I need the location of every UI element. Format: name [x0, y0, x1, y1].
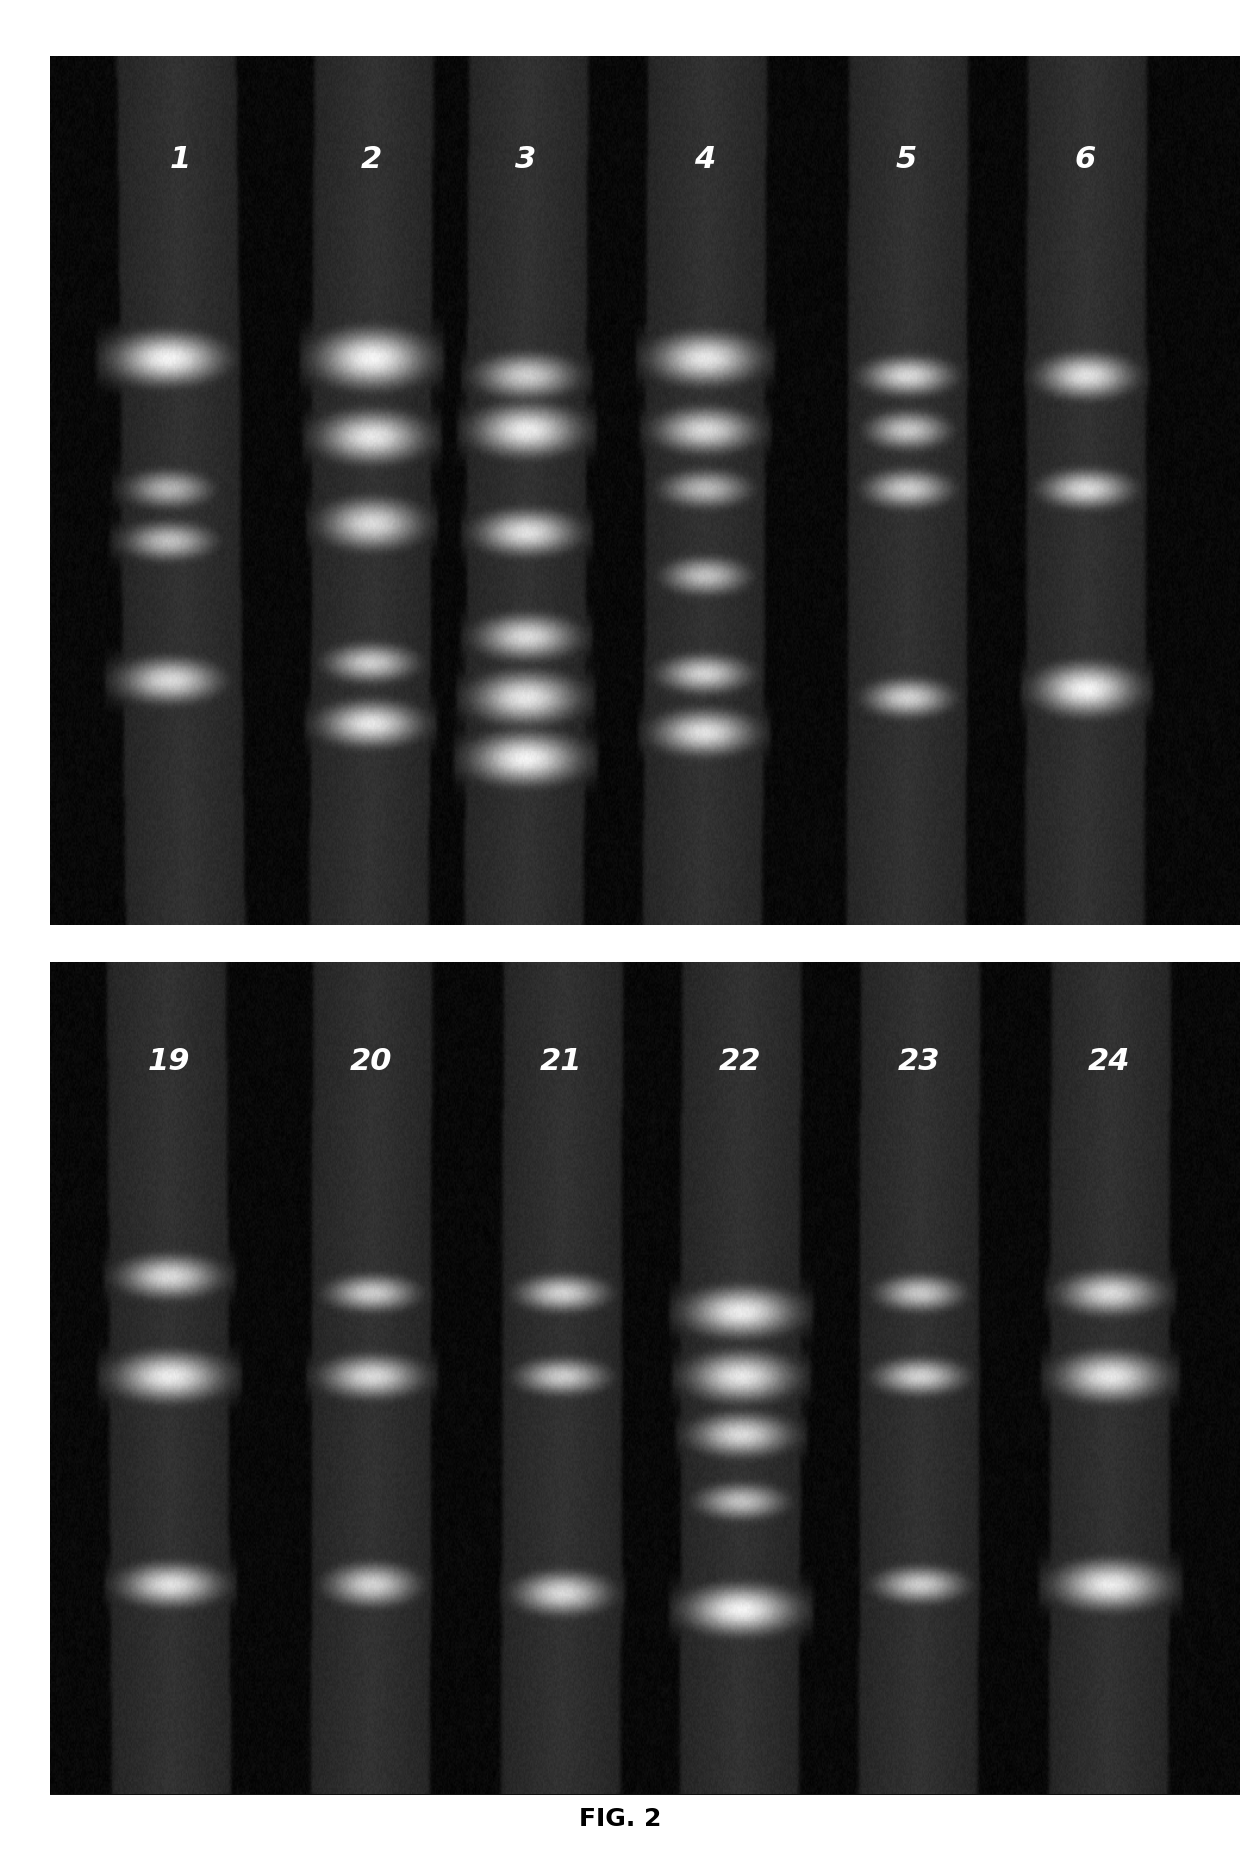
Text: 19: 19	[148, 1047, 190, 1077]
Text: 22: 22	[719, 1047, 761, 1077]
Text: 4: 4	[693, 146, 715, 174]
Text: 20: 20	[350, 1047, 392, 1077]
Text: 21: 21	[541, 1047, 583, 1077]
Text: 5: 5	[897, 146, 918, 174]
Text: 3: 3	[515, 146, 537, 174]
Text: 23: 23	[898, 1047, 940, 1077]
Text: 6: 6	[1075, 146, 1096, 174]
Text: 24: 24	[1087, 1047, 1131, 1077]
Text: 2: 2	[361, 146, 382, 174]
Text: FIG. 2: FIG. 2	[579, 1807, 661, 1832]
Text: 1: 1	[170, 146, 191, 174]
